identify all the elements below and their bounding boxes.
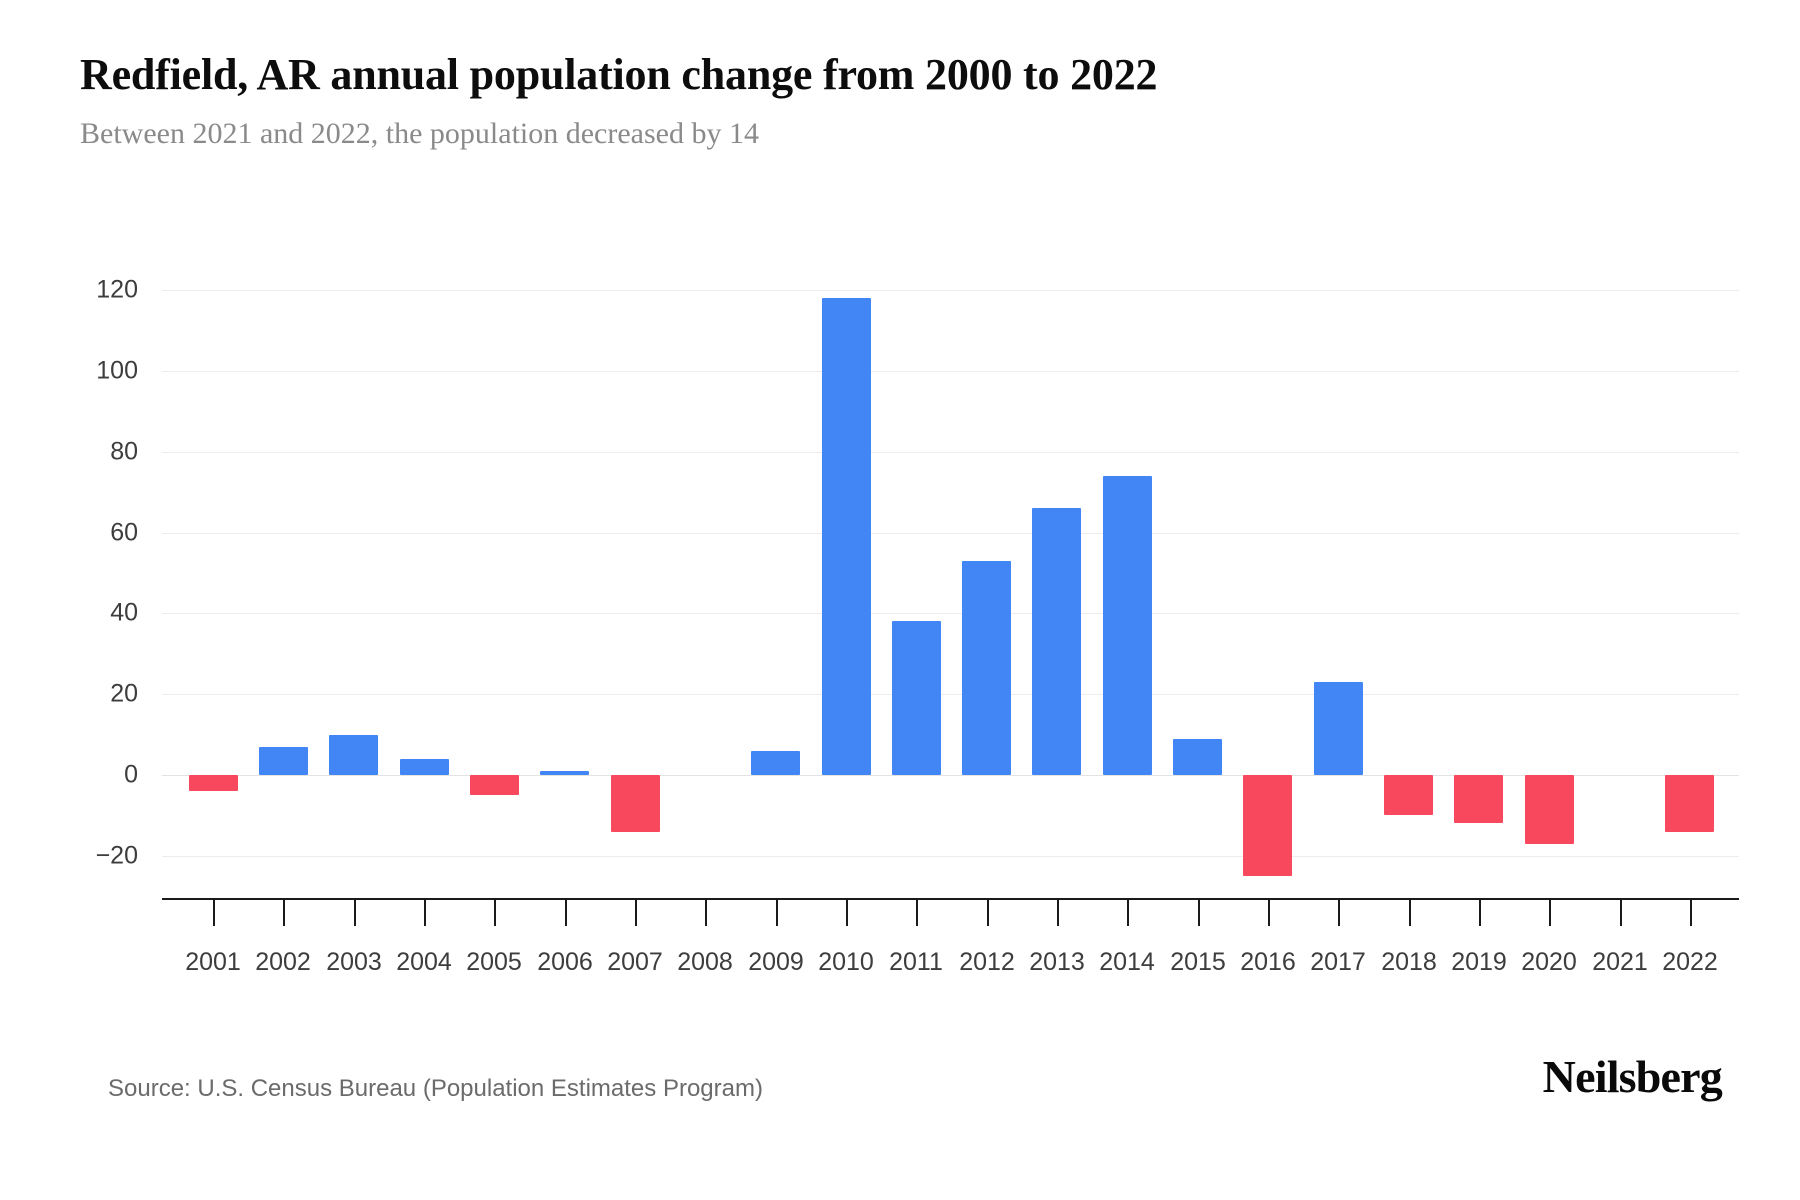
x-axis-tick-label-2018: 2018 <box>1381 948 1437 976</box>
bar-2012[interactable] <box>962 561 1011 775</box>
bar-2022[interactable] <box>1665 775 1714 832</box>
y-axis-tick-label: 40 <box>110 598 138 627</box>
zero-line <box>162 775 1739 776</box>
x-axis-tick-label-2017: 2017 <box>1310 948 1366 976</box>
bar-2018[interactable] <box>1384 775 1433 815</box>
x-axis-tick <box>494 900 496 926</box>
bar-2011[interactable] <box>892 621 941 775</box>
x-axis-tick-label-2008: 2008 <box>677 948 733 976</box>
x-axis-tick-label-2021: 2021 <box>1592 948 1648 976</box>
y-axis-tick-label: 0 <box>124 760 138 789</box>
bar-2017[interactable] <box>1314 682 1363 775</box>
x-axis-tick-label-2010: 2010 <box>818 948 874 976</box>
bar-2014[interactable] <box>1103 476 1152 775</box>
x-axis-tick-label-2002: 2002 <box>255 948 311 976</box>
x-axis-tick-label-2009: 2009 <box>748 948 804 976</box>
x-axis-tick <box>705 900 707 926</box>
bar-2005[interactable] <box>470 775 519 795</box>
x-axis-tick-label-2003: 2003 <box>326 948 382 976</box>
x-axis-tick <box>635 900 637 926</box>
x-axis-tick <box>565 900 567 926</box>
bar-2003[interactable] <box>329 735 378 775</box>
x-axis-tick-label-2006: 2006 <box>537 948 593 976</box>
bar-2019[interactable] <box>1454 775 1503 823</box>
x-axis-tick-label-2012: 2012 <box>959 948 1015 976</box>
y-axis-tick-label: 80 <box>110 437 138 466</box>
y-axis-tick-label: 20 <box>110 679 138 708</box>
x-axis-tick-label-2001: 2001 <box>185 948 241 976</box>
bar-2020[interactable] <box>1525 775 1574 844</box>
x-axis-tick <box>1198 900 1200 926</box>
bar-2002[interactable] <box>259 747 308 775</box>
bar-2010[interactable] <box>822 298 871 775</box>
bar-2007[interactable] <box>611 775 660 832</box>
bar-2016[interactable] <box>1243 775 1292 876</box>
x-axis-tick <box>354 900 356 926</box>
gridline <box>162 451 1739 453</box>
x-axis-tick <box>1338 900 1340 926</box>
x-axis-tick <box>1479 900 1481 926</box>
gridline <box>162 532 1739 534</box>
y-axis-tick-label: −20 <box>95 841 138 870</box>
x-axis-tick-label-2016: 2016 <box>1240 948 1296 976</box>
x-axis-line <box>162 898 1739 900</box>
x-axis-tick-label-2019: 2019 <box>1451 948 1507 976</box>
chart-subtitle: Between 2021 and 2022, the population de… <box>80 117 759 150</box>
neilsberg-logo: Neilsberg <box>1542 1051 1723 1102</box>
x-axis-tick-label-2013: 2013 <box>1029 948 1085 976</box>
y-axis-tick-label: 100 <box>96 356 138 385</box>
x-axis-tick-label-2022: 2022 <box>1662 948 1718 976</box>
bar-2004[interactable] <box>400 759 449 775</box>
x-axis-tick-label-2020: 2020 <box>1521 948 1577 976</box>
x-axis-tick <box>987 900 989 926</box>
x-axis-tick-label-2007: 2007 <box>607 948 663 976</box>
chart-header: Redfield, AR annual population change fr… <box>80 48 1720 154</box>
x-axis-tick-label-2005: 2005 <box>466 948 522 976</box>
x-axis-tick <box>1268 900 1270 926</box>
x-axis-tick <box>1127 900 1129 926</box>
gridline <box>162 694 1739 696</box>
gridline <box>162 290 1739 292</box>
bar-2006[interactable] <box>540 771 589 775</box>
x-axis-tick-label-2011: 2011 <box>889 948 943 976</box>
x-axis-tick <box>846 900 848 926</box>
y-axis-tick-label: 120 <box>96 275 138 304</box>
x-axis-tick <box>1409 900 1411 926</box>
gridline <box>162 613 1739 615</box>
x-axis-tick <box>424 900 426 926</box>
page-title: Redfield, AR annual population change fr… <box>80 50 1158 99</box>
x-axis-tick <box>1057 900 1059 926</box>
x-axis-tick <box>1690 900 1692 926</box>
bar-2015[interactable] <box>1173 739 1222 775</box>
x-axis-tick <box>776 900 778 926</box>
x-axis-tick <box>283 900 285 926</box>
x-axis-tick-label-2015: 2015 <box>1170 948 1226 976</box>
x-axis-tick <box>1549 900 1551 926</box>
x-axis-tick-label-2014: 2014 <box>1099 948 1155 976</box>
gridline <box>162 371 1739 372</box>
x-axis-tick <box>213 900 215 926</box>
x-axis-tick-label-2004: 2004 <box>396 948 452 976</box>
x-axis-tick <box>916 900 918 926</box>
x-axis-tick <box>1620 900 1622 926</box>
bar-2001[interactable] <box>189 775 238 791</box>
source-note: Source: U.S. Census Bureau (Population E… <box>108 1075 763 1102</box>
gridline <box>162 855 1739 857</box>
bar-2013[interactable] <box>1032 508 1081 775</box>
bar-2009[interactable] <box>751 751 800 775</box>
y-axis-tick-label: 60 <box>110 518 138 547</box>
